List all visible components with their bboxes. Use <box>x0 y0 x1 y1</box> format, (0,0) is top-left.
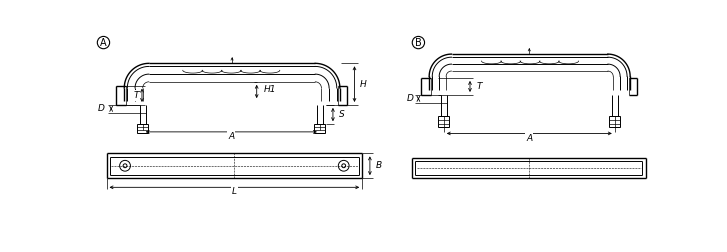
Text: L: L <box>232 187 237 197</box>
Text: D: D <box>98 104 105 113</box>
Bar <box>629 78 637 95</box>
Text: S: S <box>339 110 345 119</box>
Bar <box>422 78 430 95</box>
Text: H1: H1 <box>264 85 276 94</box>
Text: T: T <box>134 91 140 100</box>
Text: D: D <box>407 94 414 103</box>
Bar <box>116 86 126 105</box>
Text: B: B <box>415 38 422 48</box>
Bar <box>338 86 347 105</box>
Text: A: A <box>526 134 532 143</box>
Text: H: H <box>360 80 366 89</box>
Text: T: T <box>476 82 482 91</box>
Text: A: A <box>228 132 234 141</box>
Text: B: B <box>376 161 382 170</box>
Text: A: A <box>100 38 107 48</box>
